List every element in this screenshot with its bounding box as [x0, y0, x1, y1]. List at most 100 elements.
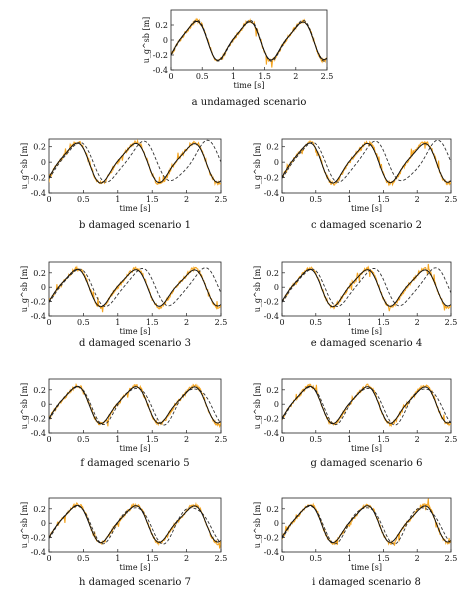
- subplot-1: 0 0.5 1 1.5 2 2.5 -0.4 -0.2 0 0.2 time [s] u_g^sb […: [142, 9, 334, 108]
- x-axis-label: time [s]: [351, 327, 382, 336]
- subplot-caption: d damaged scenario 3: [79, 338, 191, 349]
- x-tick-label: 2.5: [445, 195, 458, 204]
- y-tick-label: -0.2: [264, 174, 279, 183]
- y-tick-label: -0.4: [264, 548, 279, 557]
- subplot-9: 0 0.5 1 1.5 2 2.5 -0.4 -0.2 0 0.2 time [s] u_g^sb […: [253, 497, 458, 588]
- y-axis-label: u_g^sb [m]: [20, 266, 29, 313]
- x-tick-label: 1.5: [146, 318, 159, 327]
- x-tick-label: 2.5: [445, 554, 458, 563]
- x-tick-label: 0.5: [309, 195, 322, 204]
- x-tick-label: 0.5: [309, 318, 322, 327]
- x-tick-label: 2.5: [445, 435, 458, 444]
- y-tick-label: -0.4: [264, 189, 279, 198]
- x-axis-label: time [s]: [120, 327, 151, 336]
- y-tick-label: 0.2: [33, 386, 46, 395]
- subplot-3: 0 0.5 1 1.5 2 2.5 -0.4 -0.2 0 0.2 time [s] u_g^sb […: [253, 138, 458, 231]
- y-tick-label: -0.2: [264, 298, 279, 307]
- subplot-4: 0 0.5 1 1.5 2 2.5 -0.4 -0.2 0 0.2 time [s] u_g^sb […: [20, 261, 228, 349]
- y-tick-label: 0.2: [266, 143, 279, 152]
- y-axis-label: u_g^sb [m]: [253, 143, 262, 190]
- x-tick-label: 1: [115, 554, 120, 563]
- x-tick-label: 2.5: [215, 195, 228, 204]
- series-reference: [49, 267, 221, 307]
- series-reference: [282, 505, 451, 545]
- x-tick-label: 1.5: [377, 554, 390, 563]
- y-axis-label: u_g^sb [m]: [142, 17, 151, 64]
- y-tick-label: 0: [41, 283, 46, 292]
- x-tick-label: 1.5: [377, 435, 390, 444]
- series-reconstructed: [282, 268, 451, 308]
- y-tick-label: 0.2: [266, 269, 279, 278]
- series-reconstructed: [282, 385, 451, 425]
- x-tick-label: 0.5: [77, 554, 90, 563]
- x-axis-label: time [s]: [351, 204, 382, 213]
- series-reference: [49, 139, 221, 183]
- subplot-caption: f damaged scenario 5: [80, 458, 189, 469]
- y-tick-label: 0: [274, 519, 279, 528]
- series-reference: [171, 19, 327, 62]
- x-tick-label: 0: [46, 435, 51, 444]
- series-measured: [49, 501, 221, 549]
- x-axis-label: time [s]: [120, 204, 151, 213]
- x-tick-label: 1.5: [377, 318, 390, 327]
- x-tick-label: 0: [279, 435, 284, 444]
- subplot-7: 0 0.5 1 1.5 2 2.5 -0.4 -0.2 0 0.2 time [s] u_g^sb […: [253, 378, 458, 469]
- y-tick-label: -0.4: [31, 189, 46, 198]
- x-tick-label: 1: [115, 195, 120, 204]
- x-tick-label: 0: [46, 195, 51, 204]
- subplot-caption: i damaged scenario 8: [312, 577, 421, 588]
- x-tick-label: 1.5: [146, 435, 159, 444]
- series-reconstructed: [49, 504, 221, 544]
- x-tick-label: 1: [347, 554, 352, 563]
- x-tick-label: 1: [115, 435, 120, 444]
- y-tick-label: -0.2: [31, 415, 46, 424]
- x-tick-label: 1: [347, 318, 352, 327]
- x-axis-label: time [s]: [234, 81, 265, 90]
- x-tick-label: 0: [46, 318, 51, 327]
- x-axis-label: time [s]: [351, 444, 382, 453]
- y-tick-label: -0.4: [31, 429, 46, 438]
- y-tick-label: 0: [41, 400, 46, 409]
- x-tick-label: 2: [293, 72, 298, 81]
- x-tick-label: 2: [415, 318, 420, 327]
- series-reconstructed: [49, 268, 221, 308]
- y-tick-label: 0: [41, 519, 46, 528]
- subplot-caption: c damaged scenario 2: [311, 220, 422, 231]
- y-tick-label: 0: [274, 283, 279, 292]
- x-tick-label: 1: [115, 318, 120, 327]
- series-measured: [49, 382, 221, 429]
- x-tick-label: 0: [279, 318, 284, 327]
- x-tick-label: 2.5: [215, 435, 228, 444]
- x-tick-label: 2.5: [321, 72, 334, 81]
- x-tick-label: 0.5: [309, 554, 322, 563]
- x-tick-label: 2.5: [215, 318, 228, 327]
- series-reconstructed: [282, 142, 451, 184]
- x-tick-label: 2: [184, 318, 189, 327]
- series-reference: [49, 505, 221, 545]
- x-tick-label: 1: [231, 72, 236, 81]
- subplot-2: 0 0.5 1 1.5 2 2.5 -0.4 -0.2 0 0.2 time [s] u_g^sb […: [20, 138, 228, 231]
- subplot-caption: e damaged scenario 4: [311, 338, 422, 349]
- series-reference: [282, 386, 451, 426]
- y-tick-label: 0.2: [33, 269, 46, 278]
- subplot-8: 0 0.5 1 1.5 2 2.5 -0.4 -0.2 0 0.2 time [s] u_g^sb […: [20, 497, 227, 588]
- y-axis-label: u_g^sb [m]: [253, 266, 262, 313]
- x-tick-label: 0: [279, 554, 284, 563]
- y-tick-label: -0.2: [153, 51, 168, 60]
- x-tick-label: 2: [415, 195, 420, 204]
- series-reconstructed: [49, 142, 221, 184]
- axes-frame: [281, 261, 452, 317]
- x-tick-label: 0: [279, 195, 284, 204]
- subplot-caption: h damaged scenario 7: [79, 577, 191, 588]
- x-tick-label: 0.5: [309, 435, 322, 444]
- x-tick-label: 1.5: [146, 195, 159, 204]
- y-tick-label: -0.2: [264, 534, 279, 543]
- y-tick-label: -0.2: [31, 534, 46, 543]
- x-tick-label: 1.5: [258, 72, 271, 81]
- axes-frame: [281, 497, 452, 553]
- y-axis-label: u_g^sb [m]: [20, 502, 29, 549]
- axes-frame: [281, 378, 452, 434]
- y-tick-label: -0.4: [264, 429, 279, 438]
- x-tick-label: 1.5: [377, 195, 390, 204]
